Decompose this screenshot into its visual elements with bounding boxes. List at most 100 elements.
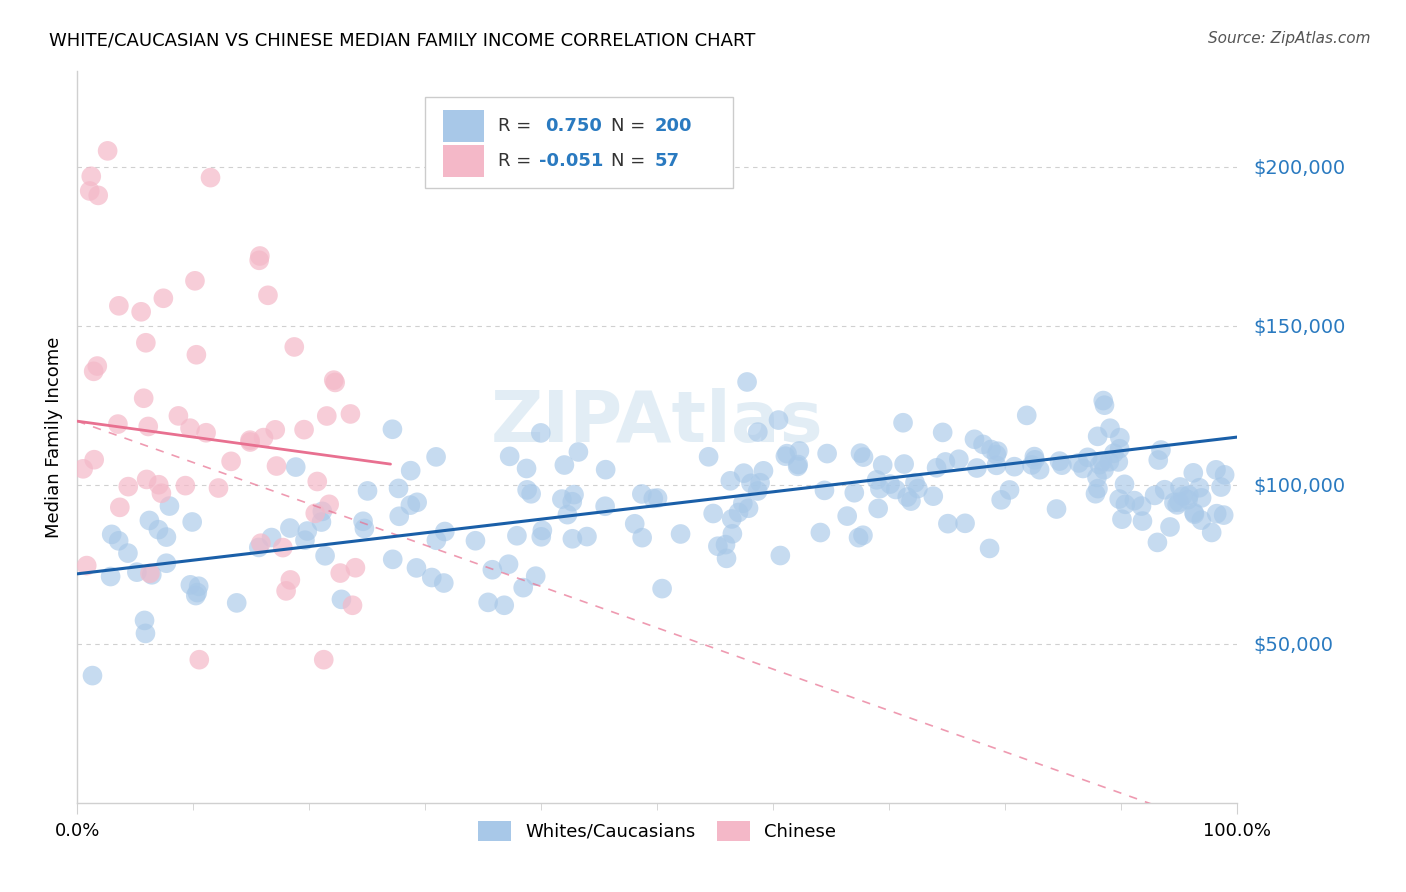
Point <box>186 348 208 362</box>
Point <box>72 462 94 476</box>
Point <box>776 447 799 461</box>
FancyBboxPatch shape <box>443 145 485 178</box>
Point <box>117 546 139 560</box>
Point <box>866 473 889 487</box>
Point <box>697 450 720 464</box>
Point <box>735 375 758 389</box>
Point <box>179 578 201 592</box>
Point <box>953 516 976 531</box>
Point <box>87 188 110 202</box>
Point <box>561 532 583 546</box>
Point <box>433 524 456 539</box>
Point <box>1191 491 1213 505</box>
Point <box>593 500 616 514</box>
Point <box>200 170 222 185</box>
Point <box>406 495 429 509</box>
Point <box>752 464 775 478</box>
Point <box>271 541 294 555</box>
Point <box>498 450 520 464</box>
Point <box>420 570 443 584</box>
Point <box>1067 456 1090 470</box>
Text: R =: R = <box>498 153 537 170</box>
Point <box>1132 514 1154 528</box>
Point <box>707 539 730 553</box>
Point <box>344 560 367 574</box>
Point <box>733 466 755 480</box>
Point <box>181 515 204 529</box>
Point <box>1085 470 1108 484</box>
Point <box>1153 483 1175 497</box>
Point <box>1130 499 1153 513</box>
Point <box>1099 421 1122 435</box>
Point <box>1150 443 1173 458</box>
Point <box>966 461 988 475</box>
Point <box>399 464 422 478</box>
Point <box>893 457 915 471</box>
Point <box>184 274 207 288</box>
Point <box>1177 492 1199 507</box>
Point <box>747 483 769 498</box>
Point <box>815 446 838 460</box>
Point <box>891 416 914 430</box>
Point <box>318 497 340 511</box>
Point <box>381 422 404 436</box>
Point <box>83 452 105 467</box>
Point <box>1182 466 1205 480</box>
Point <box>187 579 209 593</box>
Point <box>907 482 929 496</box>
Point <box>100 569 122 583</box>
Point <box>884 483 907 497</box>
Point <box>727 505 749 519</box>
Point <box>848 531 870 545</box>
Point <box>1071 461 1094 475</box>
Point <box>986 448 1008 462</box>
Point <box>481 563 503 577</box>
Point <box>567 445 589 459</box>
Point <box>1045 502 1067 516</box>
Point <box>896 490 918 504</box>
Point <box>1049 454 1071 468</box>
Point <box>498 558 520 572</box>
Point <box>963 432 986 446</box>
Point <box>1178 488 1201 502</box>
Point <box>329 566 352 580</box>
Text: -0.051: -0.051 <box>538 153 603 170</box>
Point <box>155 530 177 544</box>
Point <box>1098 455 1121 469</box>
Text: N =: N = <box>612 153 651 170</box>
Point <box>107 417 129 431</box>
Point <box>314 549 336 563</box>
Point <box>86 359 108 373</box>
Point <box>643 491 665 506</box>
Point <box>775 449 797 463</box>
Point <box>1108 442 1130 456</box>
Point <box>179 421 201 435</box>
Point <box>1015 409 1038 423</box>
Point <box>139 566 162 581</box>
Point <box>808 525 831 540</box>
Point <box>1114 477 1136 491</box>
Point <box>312 653 335 667</box>
Point <box>195 425 218 440</box>
Y-axis label: Median Family Income: Median Family Income <box>45 336 63 538</box>
Point <box>530 425 553 440</box>
Point <box>531 524 554 538</box>
Point <box>718 474 741 488</box>
Point <box>595 463 617 477</box>
Point <box>297 524 319 538</box>
Point <box>512 581 534 595</box>
Point <box>138 513 160 527</box>
Point <box>352 514 374 528</box>
Point <box>82 668 104 682</box>
Point <box>979 541 1001 556</box>
Point <box>972 437 994 451</box>
Point <box>174 478 197 492</box>
Point <box>132 391 155 405</box>
Point <box>425 450 447 464</box>
Point <box>651 582 673 596</box>
Point <box>257 288 280 302</box>
Point <box>551 492 574 507</box>
Text: Source: ZipAtlas.com: Source: ZipAtlas.com <box>1208 31 1371 46</box>
Point <box>239 435 262 450</box>
Point <box>900 494 922 508</box>
